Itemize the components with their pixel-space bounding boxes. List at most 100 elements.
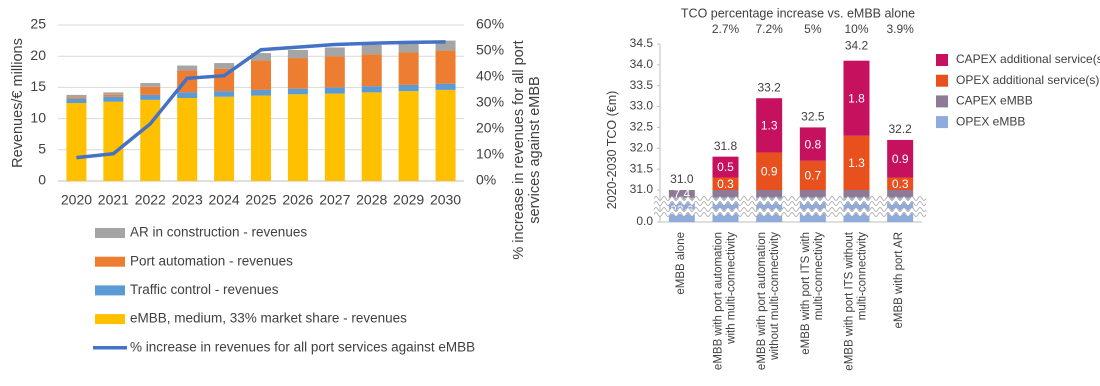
total-label: 31.0 [670,172,694,186]
x-tick-label: eMBB with port automation with multi-con… [712,232,738,371]
bar-segment [66,98,87,103]
bar-segment [712,177,739,190]
bar-segment [251,60,271,90]
bar-segment [756,190,783,198]
y-axis-label-box: Revenues/€ millions [9,38,26,168]
bar-segment [140,83,161,87]
x-tick-label-box: eMBB with port automation with multi-con… [712,232,738,371]
bar-segment [251,89,271,96]
line-series [76,40,446,160]
y-axis-label-group: 2020-2030 TCO (€m) [604,90,619,210]
bar-segment [361,54,382,87]
y-tick-label: 25 [30,16,46,32]
bar-segment [103,101,124,181]
legend-label: % increase in revenues for all port serv… [130,339,475,354]
x-tick-label-box: eMBB with port AR [893,232,906,329]
bar-segment [103,92,124,95]
y-tick-label: 15 [30,78,46,94]
bar-segment [756,98,783,153]
y-tick-label: 20 [30,47,46,63]
axis-break-edge [653,201,927,206]
x-tick-label: 2028 [356,192,387,208]
data-label: 0.9 [892,152,909,166]
bar-segment [324,56,345,88]
bar-segment [251,95,271,181]
y-tick-label: 34.5 [630,36,654,50]
y-tick-label: 0 [38,172,46,188]
bar-segment [177,92,198,99]
bar-segment [214,91,235,97]
x-tick-label: 2030 [430,192,461,208]
x-tick-label: 2027 [319,192,350,208]
bar-segment [324,93,345,181]
y-axis-label: 2020-2030 TCO (€m) [604,90,619,210]
total-label: 34.2 [845,39,869,53]
total-label: 31.8 [714,139,738,153]
bar-segment [251,53,271,61]
y-axis-label: Revenues/€ millions [9,38,26,168]
bar-segment [398,52,419,85]
y-tick-label: 0.0 [636,214,653,228]
y2-tick-label: 40% [476,68,504,84]
bar-segment [887,190,914,198]
legend-label: AR in construction - revenues [130,225,307,240]
bar-segment [435,83,456,90]
bar-segment [140,94,161,100]
data-label: 0.7 [804,169,821,183]
chart-title: TCO percentage increase vs. eMBB alone [681,6,915,20]
total-label: 33.2 [757,80,781,94]
x-tick-label-box: eMBB with port ITS without multi-connect… [843,232,869,371]
x-tick-label-group: eMBB with port automation with multi-con… [712,232,738,371]
x-tick-label-group: eMBB with port AR [893,232,906,329]
bar-segment [177,98,198,181]
bar-segment [398,91,419,181]
axis-break-edge [653,196,927,201]
bar-segment [668,190,695,198]
bar-segment [398,42,419,53]
y-tick-label: 31.0 [630,182,654,196]
x-tick-label: eMBB with port AR [893,232,906,329]
bar-segment [712,156,739,178]
x-tick-label: 2022 [135,192,166,208]
total-label: 32.5 [801,110,825,124]
y2-tick-label: 50% [476,42,504,58]
bar-segment [140,99,161,181]
increase-label: 7.2% [755,22,783,36]
data-label: 1.3 [848,156,865,170]
legend-label: eMBB, medium, 33% market share - revenue… [130,311,407,326]
data-label: 0.8 [804,137,821,151]
bar-segment [712,190,739,198]
x-tick-label: 2024 [209,192,240,208]
legend-marker [95,256,125,267]
bar-segment [843,190,870,198]
y-tick-label: 32.5 [630,120,654,134]
data-label: 0.5 [717,160,734,174]
bar-segment [361,92,382,181]
increase-label: 10% [844,22,868,36]
x-tick-label: 2023 [172,192,203,208]
bar-segment [214,96,235,181]
bar-segment [398,84,419,92]
bar-segment [287,88,308,95]
bar-segment [103,94,124,97]
bar-segment [799,160,826,190]
bar-segment [361,86,382,93]
bar-segment [799,190,826,198]
axis-break-edge [653,212,927,217]
bar-segment [324,87,345,94]
x-tick-label: eMBB alone [675,232,688,295]
legend-label: Traffic control - revenues [130,282,279,297]
bar-segment [103,96,124,102]
bar-segment [324,47,345,57]
y-tick-label: 33.5 [630,78,654,92]
legend-label: OPEX additional service(s) [956,73,1099,87]
bar-segment [214,63,235,69]
bar-segment [756,152,783,190]
y-tick-label: 32.0 [630,140,654,154]
x-tick-label-group: eMBB alone [675,232,688,295]
bar-segment [287,58,308,89]
legend-marker [936,54,948,66]
legend-label: CAPEX eMBB [956,94,1033,108]
bar-segment [435,50,456,84]
